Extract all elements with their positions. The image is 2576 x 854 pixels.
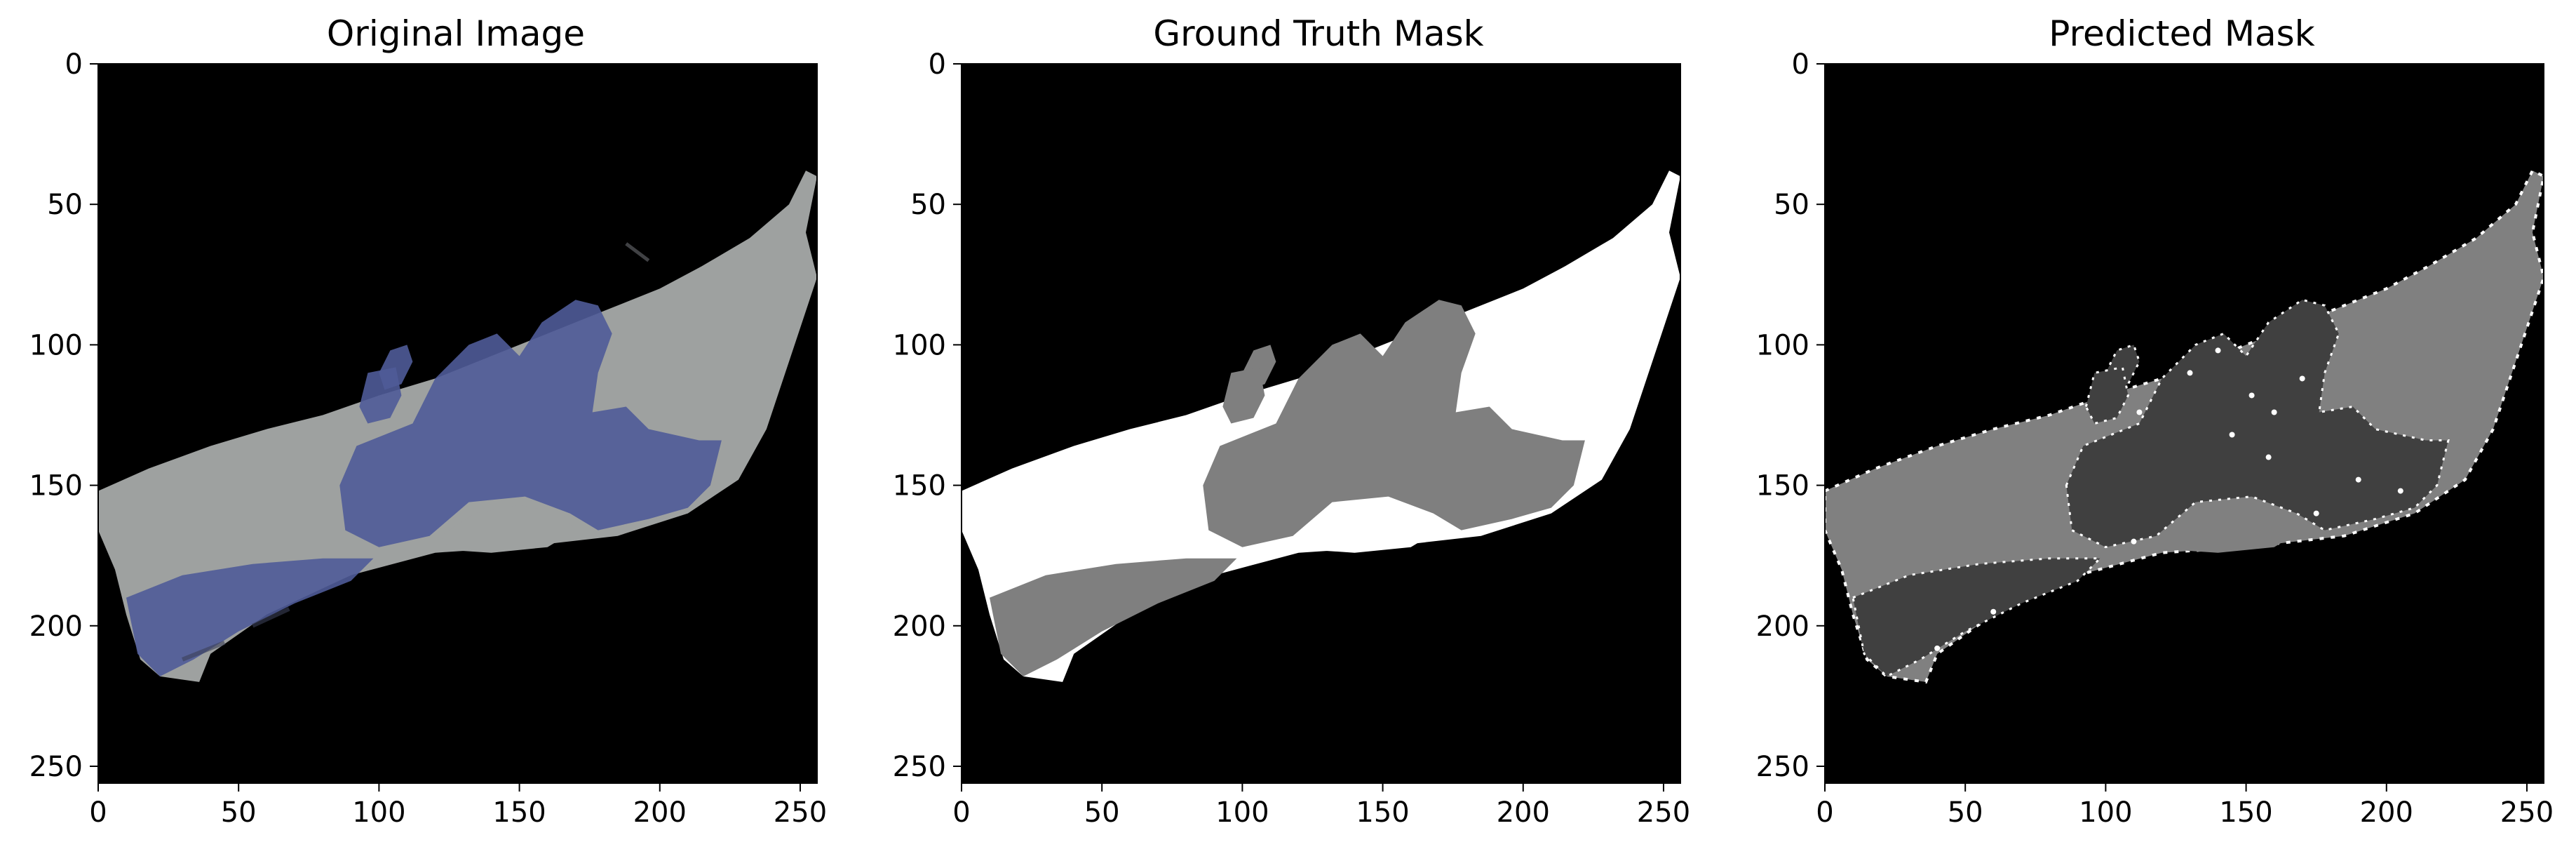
speckle-mark — [2131, 538, 2137, 545]
stained-region — [2065, 298, 2450, 549]
y-tick-label: 50 — [910, 189, 946, 221]
x-tick-label: 200 — [1497, 796, 1550, 829]
speckle-mark — [2215, 347, 2221, 354]
speckle-mark — [1934, 645, 1941, 651]
fold-mark — [182, 641, 226, 662]
speckle-mark — [2271, 409, 2277, 415]
stained-region — [1852, 557, 2103, 678]
y-tick-label: 0 — [65, 48, 83, 81]
speckle-mark — [2313, 510, 2319, 516]
x-tick-label: 50 — [1084, 796, 1120, 829]
y-tick-label: 100 — [29, 329, 83, 361]
speckle-mark — [2136, 409, 2143, 415]
fold-mark — [625, 242, 650, 262]
y-tick-label: 0 — [929, 48, 946, 81]
x-tick-label: 50 — [1948, 796, 1983, 829]
speckle-mark — [2229, 432, 2235, 438]
stained-region — [339, 300, 722, 547]
panel-original-image: Original Image 0 50 100 150 200 2500501001502… — [29, 13, 828, 829]
stained-region — [2084, 366, 2129, 425]
speckle-mark — [1990, 608, 1997, 615]
panel-ground-truth-mask: Ground Truth Mask 0 50 100 150 200 2500501001… — [893, 13, 1691, 829]
y-tick-label: 150 — [29, 470, 83, 502]
stained-region — [126, 558, 374, 676]
panel-title: Predicted Mask — [2049, 13, 2314, 54]
stained-region — [990, 558, 1237, 676]
x-tick-label: 150 — [492, 796, 546, 829]
x-tick-label: 250 — [1637, 796, 1690, 829]
x-tick-label: 200 — [2360, 796, 2413, 829]
y-tick-label: 0 — [1792, 48, 1809, 81]
panel-predicted-mask: Predicted Mask 0 50 100 150 200 2500501001502… — [1756, 13, 2554, 829]
stained-region — [1222, 367, 1265, 424]
x-tick-label: 100 — [352, 796, 405, 829]
x-tick-label: 250 — [2500, 796, 2554, 829]
panel-title: Original Image — [327, 13, 585, 54]
x-tick-label: 250 — [774, 796, 827, 829]
x-tick-label: 0 — [1816, 796, 1833, 829]
stained-region — [359, 367, 402, 424]
y-tick-label: 200 — [29, 611, 83, 643]
x-tick-label: 50 — [221, 796, 257, 829]
speckle-mark — [2265, 454, 2272, 460]
y-tick-label: 250 — [29, 751, 83, 783]
x-tick-label: 150 — [1356, 796, 1409, 829]
x-tick-label: 100 — [2079, 796, 2132, 829]
y-tick-label: 250 — [1756, 751, 1809, 783]
speckle-mark — [2248, 392, 2255, 399]
x-tick-label: 0 — [952, 796, 970, 829]
y-tick-label: 200 — [1756, 611, 1809, 643]
axes-frame — [97, 63, 818, 784]
hole-region — [1304, 505, 1439, 553]
speckle-mark — [2187, 370, 2193, 376]
stained-region — [1203, 300, 1585, 547]
hole-region — [2167, 505, 2302, 553]
panel-title: Ground Truth Mask — [1153, 13, 1483, 54]
hole-region — [440, 505, 576, 553]
axes-frame — [961, 63, 1681, 784]
image-content — [98, 64, 817, 783]
image-content — [1825, 64, 2544, 783]
y-tick-label: 150 — [893, 470, 946, 502]
x-tick-label: 0 — [89, 796, 107, 829]
y-tick-label: 200 — [893, 611, 946, 643]
y-tick-label: 150 — [1756, 470, 1809, 502]
image-content — [962, 64, 1680, 783]
speckle-mark — [2397, 488, 2403, 494]
y-tick-label: 50 — [47, 189, 83, 221]
x-tick-label: 150 — [2219, 796, 2272, 829]
speckle-mark — [2355, 476, 2361, 483]
y-tick-label: 250 — [893, 751, 946, 783]
x-tick-label: 100 — [1215, 796, 1269, 829]
y-tick-label: 50 — [1774, 189, 1809, 221]
y-tick-label: 100 — [893, 329, 946, 361]
axes-frame — [1824, 63, 2544, 784]
fold-mark — [251, 607, 290, 628]
x-tick-label: 200 — [633, 796, 687, 829]
speckle-mark — [2299, 375, 2305, 382]
y-tick-label: 100 — [1756, 329, 1809, 361]
